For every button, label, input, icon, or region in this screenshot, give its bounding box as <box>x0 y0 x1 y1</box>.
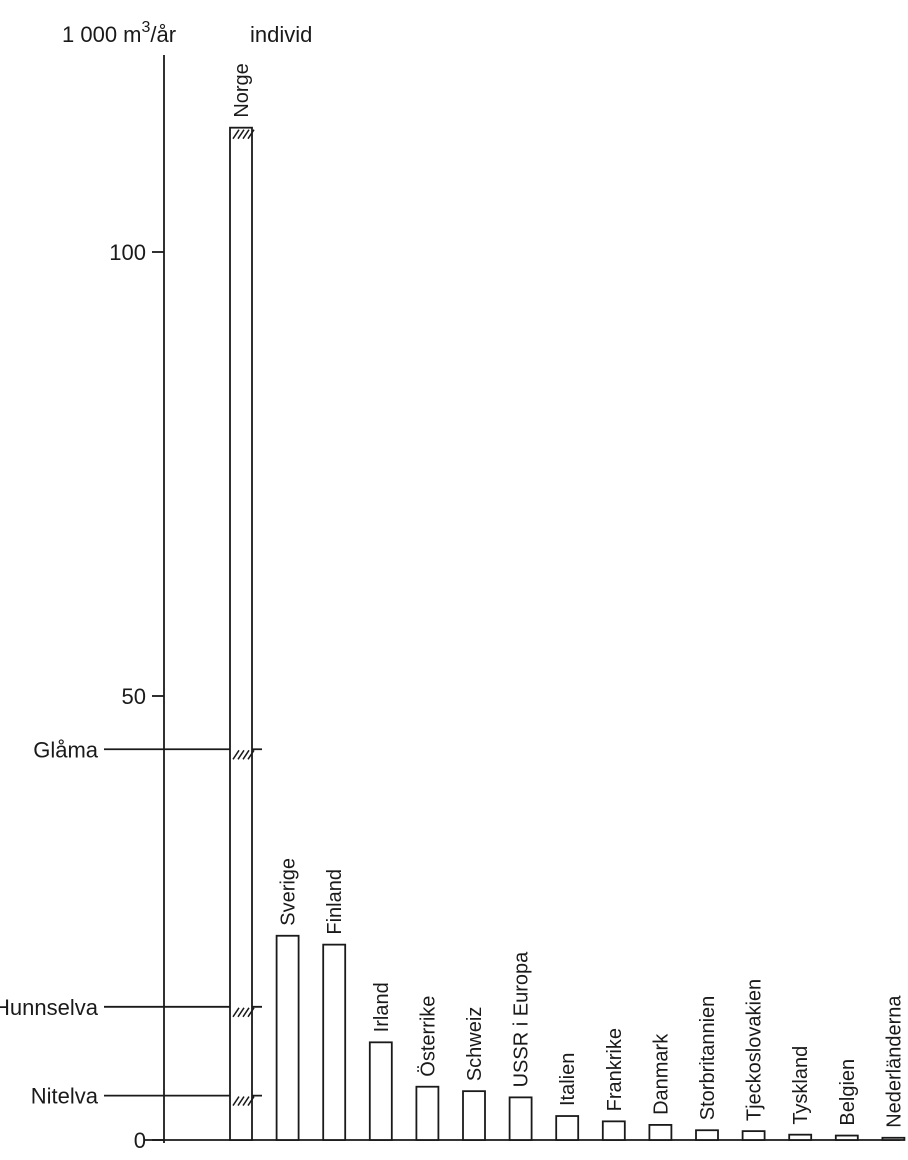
hatch-mark <box>242 129 250 140</box>
hatch-mark <box>237 1096 245 1107</box>
bar <box>648 1124 673 1141</box>
hatch-mark <box>232 749 240 760</box>
y-ticks: 0 50 100 <box>109 240 164 1153</box>
bar <box>834 1134 859 1141</box>
bar <box>275 934 300 1141</box>
bar <box>229 126 253 1141</box>
category-label: Tjeckoslovakien <box>744 979 766 1121</box>
bar <box>462 1090 486 1141</box>
category-label: Sverige <box>278 858 300 926</box>
category-label: Norge <box>231 63 253 117</box>
category-label: USSR i Europa <box>511 951 533 1087</box>
category-label: Finland <box>324 869 346 935</box>
category-label: Storbritannien <box>697 996 719 1121</box>
bar <box>788 1133 813 1141</box>
bar <box>695 1129 719 1141</box>
y-tick-label: 50 <box>122 684 146 709</box>
reference-label: Glåma <box>33 737 99 762</box>
reference-label: Hunnselva <box>0 995 99 1020</box>
hatch-mark <box>232 1096 240 1107</box>
hatch-mark <box>247 1007 255 1018</box>
hatch-mark <box>242 749 250 760</box>
bar <box>322 943 347 1141</box>
bar <box>508 1096 533 1141</box>
hatch-mark <box>242 1007 250 1018</box>
category-label: Tyskland <box>790 1046 812 1125</box>
bars <box>229 126 906 1141</box>
category-label: Nederländerna <box>883 995 905 1128</box>
hatch-mark <box>232 1007 240 1018</box>
y-tick-label: 0 <box>134 1128 146 1153</box>
hatch-mark <box>242 1096 250 1107</box>
hatch-mark <box>237 129 245 140</box>
category-label: Schweiz <box>464 1007 486 1081</box>
bar <box>555 1115 580 1141</box>
hatch-mark <box>247 129 255 140</box>
category-label: Italien <box>557 1053 579 1106</box>
category-labels: Norge Sverige Finland Irland Österrike Schwei… <box>231 63 905 1128</box>
hatch-mark <box>237 1007 245 1018</box>
bar <box>741 1130 766 1141</box>
hatch-mark <box>247 1096 255 1107</box>
hatch-mark <box>247 749 255 760</box>
hatch-mark <box>232 129 240 140</box>
reference-lines: Glåma Hunnselva Nitelva <box>0 737 262 1109</box>
y-axis-label: 1 000 m3/år <box>62 19 176 47</box>
reference-label: Nitelva <box>31 1084 99 1109</box>
category-label: Österrike <box>417 996 439 1077</box>
category-label: Frankrike <box>604 1028 626 1111</box>
bar <box>415 1085 440 1141</box>
category-label: Belgien <box>837 1059 859 1126</box>
y-axis-label-per: individ <box>250 22 312 47</box>
y-tick-label: 100 <box>109 240 146 265</box>
category-label: Danmark <box>650 1033 672 1115</box>
bar <box>881 1136 906 1141</box>
bar <box>601 1120 626 1141</box>
bar <box>368 1041 393 1141</box>
hatch-mark <box>237 749 245 760</box>
category-label: Irland <box>371 982 393 1032</box>
